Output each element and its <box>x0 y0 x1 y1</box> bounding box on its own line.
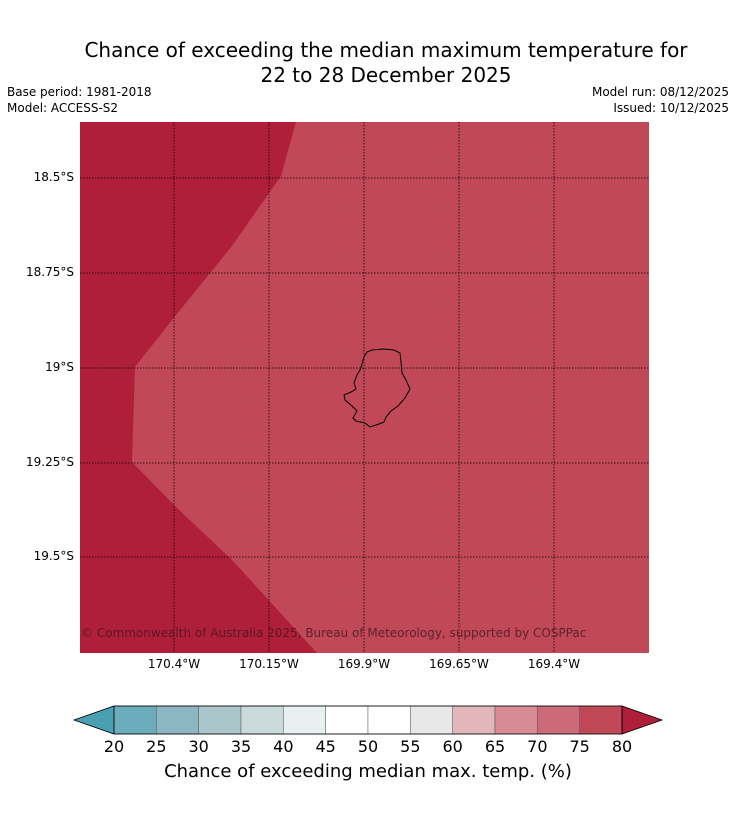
colorbar-tick-40: 40 <box>273 737 294 756</box>
colorbar-bin-75-80 <box>579 705 623 735</box>
model-run: Model run: 08/12/2025 <box>591 85 729 99</box>
lat-label-3: 19°S <box>45 360 74 374</box>
colorbar-bin-55-60 <box>410 705 453 735</box>
lat-label-5: 19.5°S <box>33 549 74 563</box>
map-canvas <box>80 122 649 653</box>
colorbar-bin-50-55 <box>367 705 411 735</box>
title-line-2: 22 to 28 December 2025 <box>260 63 512 87</box>
lat-label-1: 18.5°S <box>33 170 74 184</box>
title-line-1: Chance of exceeding the median maximum t… <box>84 38 688 62</box>
copyright-notice: © Commonwealth of Australia 2025, Bureau… <box>81 626 587 640</box>
colorbar-bin-35-40 <box>240 705 284 735</box>
lat-label-2: 18.75°S <box>26 265 74 279</box>
colorbar-bin-25-30 <box>156 705 199 735</box>
region-above-80 <box>80 122 317 653</box>
model-name: Model: ACCESS-S2 <box>7 101 119 115</box>
colorbar-under-arrow <box>72 705 115 735</box>
lon-label-4: 169.65°W <box>429 657 489 671</box>
colorbar-bin-60-65 <box>452 705 496 735</box>
colorbar-bin-40-45 <box>283 705 326 735</box>
lon-label-5: 169.4°W <box>527 657 581 671</box>
colorbar-frame <box>113 705 623 735</box>
niue-island-outline <box>343 348 411 428</box>
meta-right: Model run: 08/12/2025 Issued: 10/12/2025 <box>592 84 729 116</box>
colorbar-tick-55: 55 <box>400 737 421 756</box>
lon-label-3: 169.9°W <box>337 657 391 671</box>
colorbar-tick-20: 20 <box>103 737 125 756</box>
colorbar-bin-30-35 <box>198 705 242 735</box>
meta-left: Base period: 1981-2018 Model: ACCESS-S2 <box>7 84 152 116</box>
base-period: Base period: 1981-2018 <box>7 85 152 99</box>
colorbar-bin-70-75 <box>537 705 580 735</box>
lon-label-2: 170.15°W <box>239 657 299 671</box>
colorbar-tick-80: 80 <box>611 737 633 756</box>
colorbar-tick-50: 50 <box>357 737 379 756</box>
colorbar-label: Chance of exceeding median max. temp. (%… <box>164 761 572 782</box>
colorbar-tick-35: 35 <box>230 737 252 756</box>
colorbar-tick-65: 65 <box>484 737 506 756</box>
colorbar-bin-65-70 <box>494 705 538 735</box>
colorbar-tick-70: 70 <box>527 737 548 756</box>
colorbar-over-arrow <box>621 705 664 735</box>
colorbar-bin-20-25 <box>113 705 157 735</box>
lat-label-4: 19.25°S <box>26 455 74 469</box>
lon-label-1: 170.4°W <box>147 657 201 671</box>
colorbar-tick-25: 25 <box>146 737 167 756</box>
colorbar-tick-30: 30 <box>188 737 209 756</box>
colorbar-tick-45: 45 <box>315 737 336 756</box>
colorbar-bin-45-50 <box>325 705 369 735</box>
colorbar-tick-60: 60 <box>442 737 463 756</box>
issued-date: Issued: 10/12/2025 <box>613 101 729 115</box>
colorbar-tick-75: 75 <box>569 737 590 756</box>
map-title: Chance of exceeding the median maximum t… <box>0 38 736 88</box>
gridlines <box>80 122 649 653</box>
